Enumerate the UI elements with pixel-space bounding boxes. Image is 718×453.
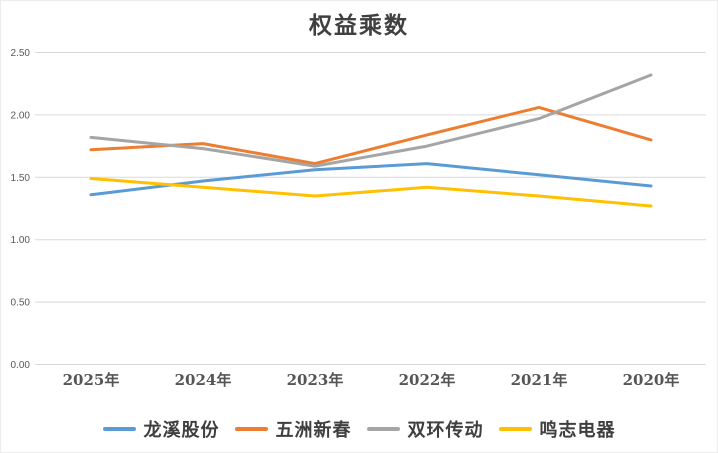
y-axis-tick-label: 0.00	[11, 360, 31, 371]
legend-swatch-icon	[234, 427, 268, 431]
x-axis-tick-label: 2025年	[63, 371, 120, 389]
legend-swatch-icon	[366, 427, 400, 431]
x-axis-tick-label: 2024年	[175, 371, 232, 389]
legend-label: 五洲新春	[275, 420, 352, 441]
y-axis-tick-label: 1.00	[11, 235, 31, 246]
legend-swatch-icon	[102, 427, 136, 431]
chart-title: 权益乘数	[309, 12, 409, 39]
legend-swatch-icon	[498, 427, 532, 431]
y-axis-tick-label: 1.50	[11, 173, 31, 184]
x-axis-tick-label: 2023年	[287, 371, 344, 389]
x-axis-tick-label: 2021年	[511, 371, 568, 389]
series-line-1	[89, 162, 653, 197]
legend-item: 五洲新春	[234, 416, 352, 442]
series-line-4	[89, 177, 653, 208]
series-line-3	[89, 73, 653, 168]
legend-label: 双环传动	[407, 420, 484, 441]
legend-item: 双环传动	[366, 416, 484, 442]
x-axis-tick-label: 2020年	[623, 371, 680, 389]
y-axis-tick-label: 2.50	[11, 48, 31, 59]
legend-item: 龙溪股份	[102, 416, 220, 442]
y-axis-tick-label: 0.50	[11, 298, 31, 309]
legend-label: 龙溪股份	[143, 420, 220, 441]
y-axis-tick-label: 2.00	[11, 110, 31, 121]
legend-label: 鸣志电器	[539, 420, 616, 441]
x-axis-tick-label: 2022年	[399, 371, 456, 389]
legend-item: 鸣志电器	[498, 416, 616, 442]
legend: 龙溪股份 五洲新春 双环传动 鸣志电器	[1, 416, 717, 442]
